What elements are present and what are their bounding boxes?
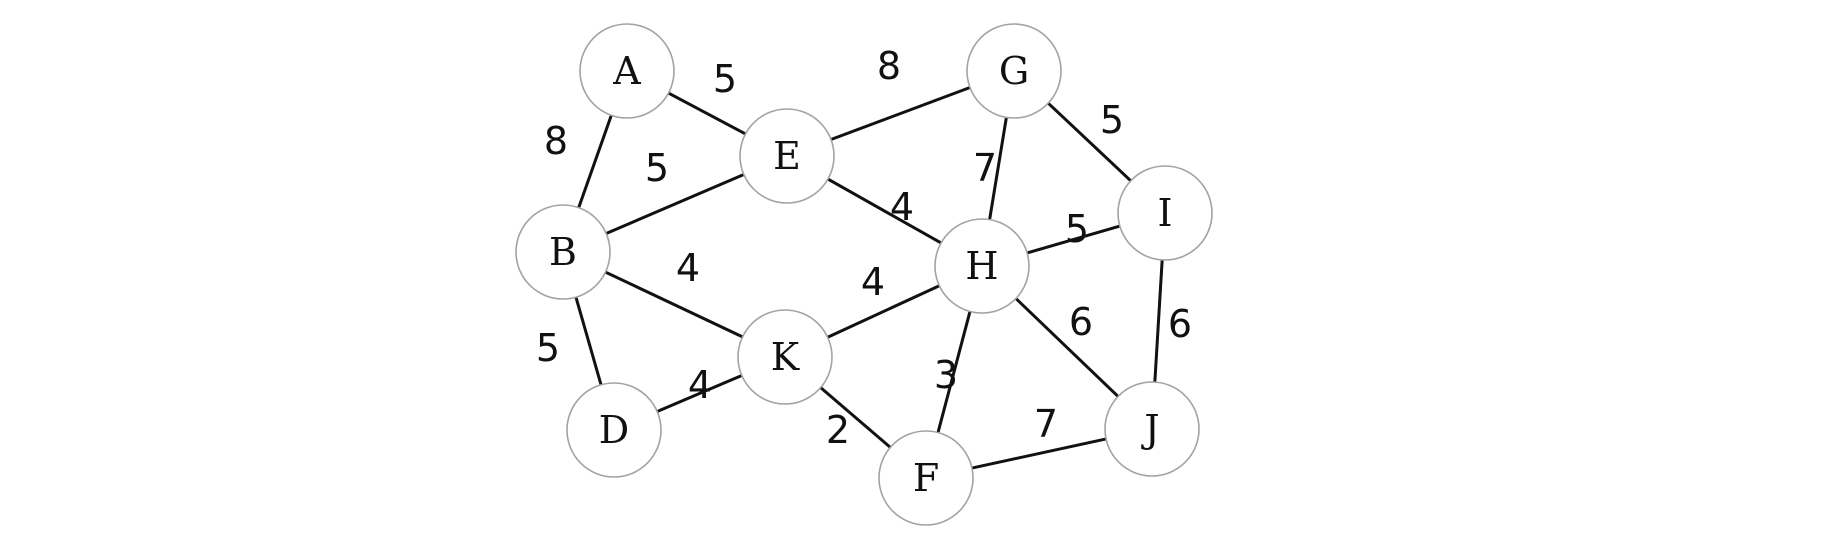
node-circle — [878, 430, 974, 526]
node-label: J — [1140, 407, 1159, 451]
node-label: E — [773, 134, 801, 178]
node-circle — [579, 23, 675, 119]
node-circle — [739, 108, 835, 204]
edge-b-k — [604, 270, 744, 339]
node-circle — [1104, 381, 1200, 477]
edge-b-d — [574, 296, 603, 386]
edge-weight-b-e: 5 — [645, 146, 669, 190]
edge-e-g — [830, 86, 971, 141]
edge-h-j — [1014, 297, 1120, 398]
edge-weight-h-i: 5 — [1065, 207, 1089, 251]
node-label: D — [599, 408, 629, 452]
edge-weight-g-h: 7 — [973, 146, 997, 190]
edge-b-e — [605, 173, 745, 235]
node-label: K — [771, 335, 800, 379]
edge-k-f — [819, 386, 892, 449]
node-d: D — [566, 382, 662, 478]
node-circle — [1117, 165, 1213, 261]
edge-f-j — [971, 437, 1107, 470]
edge-weight-b-k: 4 — [676, 246, 700, 290]
node-j: J — [1104, 381, 1200, 477]
node-label: G — [999, 49, 1029, 93]
edge-a-e — [667, 91, 747, 136]
node-circle — [515, 204, 611, 300]
edges-layer — [574, 86, 1164, 470]
edge-g-h — [988, 117, 1008, 220]
node-label: B — [549, 230, 577, 274]
edge-a-b — [577, 114, 613, 209]
node-label: A — [612, 49, 641, 93]
edge-weight-g-i: 5 — [1100, 98, 1124, 142]
node-circle — [966, 23, 1062, 119]
edge-weight-a-b: 8 — [544, 119, 568, 163]
node-e: E — [739, 108, 835, 204]
node-b: B — [515, 204, 611, 300]
edge-k-h — [827, 284, 940, 339]
edge-weight-e-h: 4 — [890, 185, 914, 229]
node-k: K — [737, 309, 833, 405]
edge-h-i — [1026, 224, 1121, 255]
edge-weight-d-k: 4 — [688, 363, 712, 407]
node-g: G — [966, 23, 1062, 119]
edge-weight-h-j: 6 — [1069, 300, 1093, 344]
node-f: F — [878, 430, 974, 526]
edge-weight-b-d: 5 — [536, 326, 560, 370]
node-circle — [566, 382, 662, 478]
edge-e-h — [827, 177, 942, 245]
edge-h-f — [936, 311, 972, 433]
edge-weight-i-j: 6 — [1168, 302, 1192, 346]
node-i: I — [1117, 165, 1213, 261]
edge-weight-f-j: 7 — [1034, 402, 1058, 446]
node-h: H — [934, 218, 1030, 314]
node-label: I — [1157, 191, 1172, 235]
node-circle — [934, 218, 1030, 314]
node-label: H — [965, 244, 998, 288]
node-circle — [737, 309, 833, 405]
node-label: F — [913, 456, 939, 500]
edge-weight-e-g: 8 — [877, 44, 901, 88]
edge-weight-a-e: 5 — [713, 57, 737, 101]
edge-weight-k-f: 2 — [826, 408, 850, 452]
nodes-layer: A B D E K F G H I J — [515, 23, 1213, 526]
edge-weight-k-h: 4 — [861, 260, 885, 304]
edge-weight-h-f: 3 — [934, 353, 958, 397]
edge-i-j — [1153, 259, 1164, 383]
edge-g-i — [1047, 102, 1132, 182]
node-a: A — [579, 23, 675, 119]
edge-d-k — [656, 374, 743, 413]
